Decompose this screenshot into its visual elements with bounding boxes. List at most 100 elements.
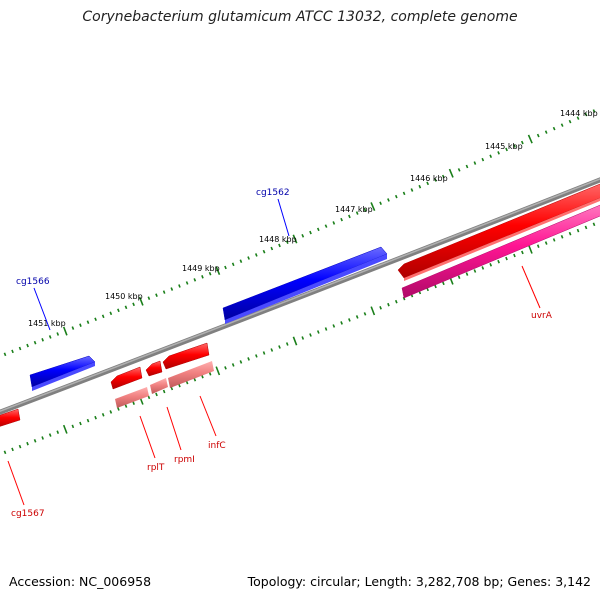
- inner-scale-tick: [224, 366, 227, 370]
- inner-scale-tick: [473, 269, 477, 273]
- inner-scale-tick: [71, 424, 75, 429]
- outer-scale-tick: [418, 184, 422, 189]
- gene-leader-lines: [7, 198, 541, 506]
- inner-scale-tick: [316, 330, 320, 334]
- outer-scale-tick: [292, 234, 298, 244]
- accession-text: Accession: NC_006958: [9, 574, 152, 589]
- inner-scale-tick: [576, 228, 580, 233]
- gene-cg1566-arrow[interactable]: [29, 355, 96, 391]
- outer-scale-tick: [340, 217, 343, 222]
- outer-scale-tick: [355, 211, 359, 215]
- inner-scale-tick: [86, 418, 90, 423]
- inner-scale-tick: [147, 395, 151, 400]
- outer-scale-tick: [332, 221, 336, 225]
- outer-scale-tick: [11, 349, 14, 354]
- outer-scale-tick: [584, 112, 588, 117]
- leader-cg1567: [7, 460, 25, 506]
- inner-scale-tick: [94, 415, 97, 420]
- inner-scale-tick: [292, 336, 298, 346]
- outer-scale-tick: [178, 284, 181, 288]
- feature-infC-light: [168, 361, 214, 388]
- outer-scale-tick: [592, 109, 596, 113]
- gene-label-cg1567[interactable]: cg1567: [11, 509, 45, 519]
- scale-label-1447: 1447 kbp: [335, 205, 373, 214]
- inner-scale-tick: [489, 263, 493, 267]
- gene-cg1567-arrow[interactable]: [0, 408, 21, 428]
- inner-scale-tick: [497, 259, 500, 264]
- inner-scale-tick: [544, 241, 548, 245]
- genome-summary-text: Topology: circular; Length: 3,282,708 bp…: [247, 574, 591, 589]
- outer-scale-tick: [193, 278, 197, 282]
- gene-label-uvrA[interactable]: uvrA: [531, 311, 553, 321]
- gene-cg1562-arrow[interactable]: [222, 246, 388, 324]
- outer-scale-tick: [394, 194, 398, 199]
- inner-scale-tick: [270, 348, 274, 352]
- inner-scale-tick: [215, 366, 221, 376]
- gene-label-rplT[interactable]: rplT: [147, 463, 165, 473]
- outer-scale-tick: [56, 332, 60, 336]
- outer-scale-tick: [215, 266, 221, 276]
- inner-scale-tick: [109, 410, 113, 414]
- feature-rplT-light: [115, 387, 149, 408]
- outer-scale-tick: [201, 275, 204, 279]
- inner-scale-tick: [231, 363, 235, 367]
- feature-rpmI-light: [150, 378, 168, 394]
- outer-scale-tick: [465, 164, 469, 169]
- feature-uvrA-pink: [401, 204, 600, 299]
- gene-label-cg1566[interactable]: cg1566: [16, 277, 50, 287]
- gene-label-cg1562[interactable]: cg1562: [256, 188, 290, 198]
- outer-scale-tick: [86, 320, 90, 324]
- outer-scale-ticks: [3, 109, 596, 357]
- gene-label-infC[interactable]: infC: [208, 441, 226, 451]
- inner-scale-tick: [18, 444, 22, 449]
- outer-scale-tick: [481, 157, 485, 162]
- inner-scale-tick: [340, 321, 343, 325]
- outer-scale-tick: [239, 259, 243, 263]
- gene-rplT-arrow[interactable]: [110, 366, 143, 390]
- gene-infC-arrow[interactable]: [162, 342, 210, 370]
- inner-scale-tick: [363, 312, 367, 316]
- scale-label-1446: 1446 kbp: [410, 174, 448, 183]
- outer-scale-tick: [132, 302, 135, 307]
- inner-scale-tick: [48, 433, 52, 437]
- outer-scale-tick: [262, 249, 266, 254]
- inner-scale-tick: [309, 333, 312, 337]
- gene-rpmI-arrow[interactable]: [145, 360, 163, 377]
- outer-scale-tick: [560, 123, 564, 127]
- scale-label-1448: 1448 kbp: [259, 235, 297, 244]
- outer-scale-tick: [387, 198, 390, 202]
- inner-scale-tick: [278, 345, 281, 349]
- map-title: Corynebacterium glutamicum ATCC 13032, c…: [82, 9, 518, 25]
- leader-rplT: [139, 415, 156, 459]
- inner-scale-tick: [285, 342, 289, 346]
- gene-uvrA-arrow[interactable]: [397, 182, 600, 281]
- outer-scale-tick: [301, 233, 305, 238]
- leader-rpmI: [166, 406, 182, 451]
- gene-label-rpmI[interactable]: rpmI: [174, 455, 195, 465]
- outer-scale-tick: [552, 126, 556, 131]
- leader-cg1562: [277, 198, 290, 237]
- inner-scale-tick: [457, 275, 461, 279]
- outer-scale-tick: [41, 338, 44, 342]
- outer-scale-tick: [402, 191, 406, 196]
- inner-scale-tick: [434, 284, 437, 289]
- inner-scale-tick: [41, 436, 44, 440]
- outer-scale-tick: [208, 271, 212, 276]
- outer-scale-tick: [278, 243, 281, 248]
- gene-labels: cg1562 cg1566 uvrA rplT rpmI infC cg1567: [11, 188, 553, 519]
- inner-scale-tick: [355, 315, 359, 319]
- inner-scale-tick: [536, 244, 540, 248]
- inner-scale-tick: [132, 401, 135, 405]
- inner-scale-tick: [247, 357, 250, 361]
- leader-infC: [199, 395, 217, 437]
- inner-scale-tick: [521, 250, 524, 255]
- outer-scale-tick: [363, 208, 367, 212]
- outer-scale-tick: [497, 151, 500, 155]
- inner-scale-tick: [185, 380, 189, 385]
- outer-scale-tick: [33, 340, 37, 345]
- inner-scale-tick: [11, 447, 14, 452]
- inner-scale-tick: [262, 351, 266, 355]
- outer-scale-tick: [348, 214, 351, 219]
- inner-scale-tick: [101, 413, 105, 417]
